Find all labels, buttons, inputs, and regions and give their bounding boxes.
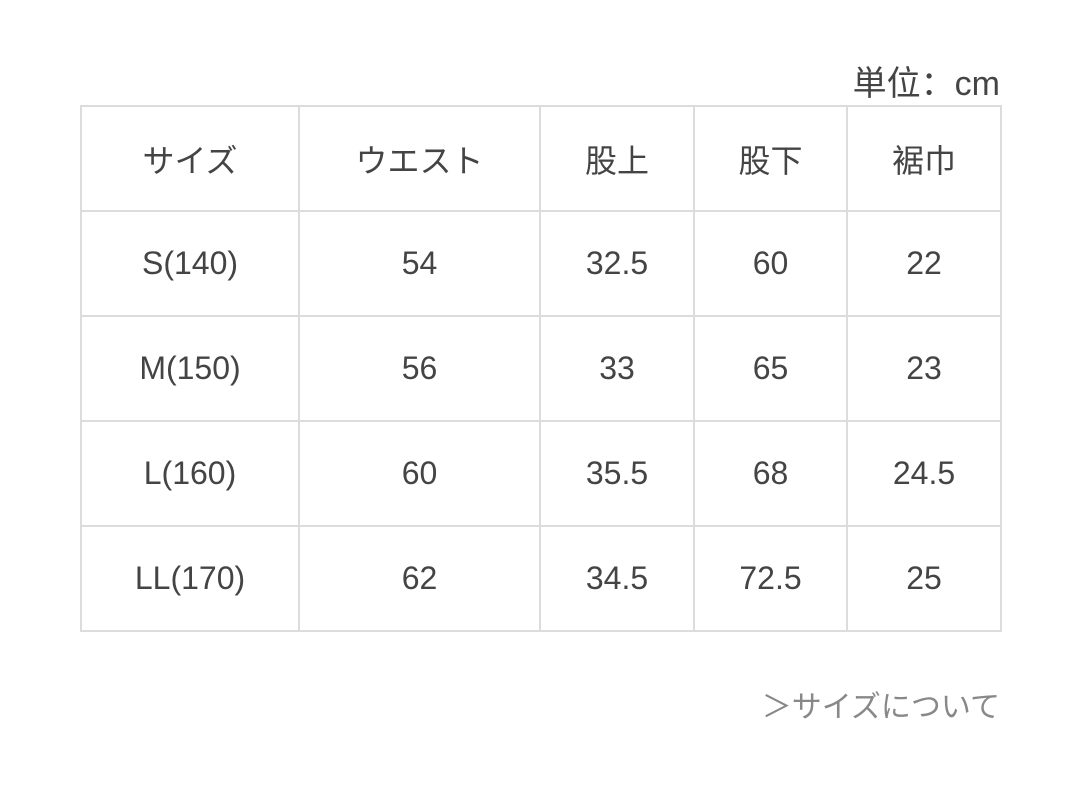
table-cell: 23 xyxy=(846,315,1002,422)
column-header: 股上 xyxy=(539,105,695,212)
about-size-link[interactable]: ＞サイズについて xyxy=(761,691,1000,724)
table-cell: 60 xyxy=(298,420,541,527)
table-cell: 65 xyxy=(693,315,848,422)
table-row: L(160) 60 35.5 68 24.5 xyxy=(80,420,1002,527)
table-cell: 62 xyxy=(298,525,541,632)
column-header: 裾巾 xyxy=(846,105,1002,212)
table-cell: 56 xyxy=(298,315,541,422)
table-cell: 54 xyxy=(298,210,541,317)
table-row: S(140) 54 32.5 60 22 xyxy=(80,210,1002,317)
column-header: サイズ xyxy=(80,105,300,212)
table-cell: L(160) xyxy=(80,420,300,527)
table-row: M(150) 56 33 65 23 xyxy=(80,315,1002,422)
table-cell: M(150) xyxy=(80,315,300,422)
table-cell: 34.5 xyxy=(539,525,695,632)
table-cell: 33 xyxy=(539,315,695,422)
table-cell: 60 xyxy=(693,210,848,317)
table-cell: 22 xyxy=(846,210,1002,317)
table-header-row: サイズ ウエスト 股上 股下 裾巾 xyxy=(80,105,1002,212)
size-table: サイズ ウエスト 股上 股下 裾巾 S(140) 54 32.5 60 22 M(150) 56 33… xyxy=(80,105,1002,632)
table-cell: 35.5 xyxy=(539,420,695,527)
column-header: ウエスト xyxy=(298,105,541,212)
column-header: 股下 xyxy=(693,105,848,212)
unit-label: 単位：cm xyxy=(852,65,1000,103)
table-cell: 32.5 xyxy=(539,210,695,317)
table-cell: 72.5 xyxy=(693,525,848,632)
table-row: LL(170) 62 34.5 72.5 25 xyxy=(80,525,1002,632)
table-cell: 24.5 xyxy=(846,420,1002,527)
table-cell: S(140) xyxy=(80,210,300,317)
table-cell: 25 xyxy=(846,525,1002,632)
table-cell: 68 xyxy=(693,420,848,527)
table-cell: LL(170) xyxy=(80,525,300,632)
